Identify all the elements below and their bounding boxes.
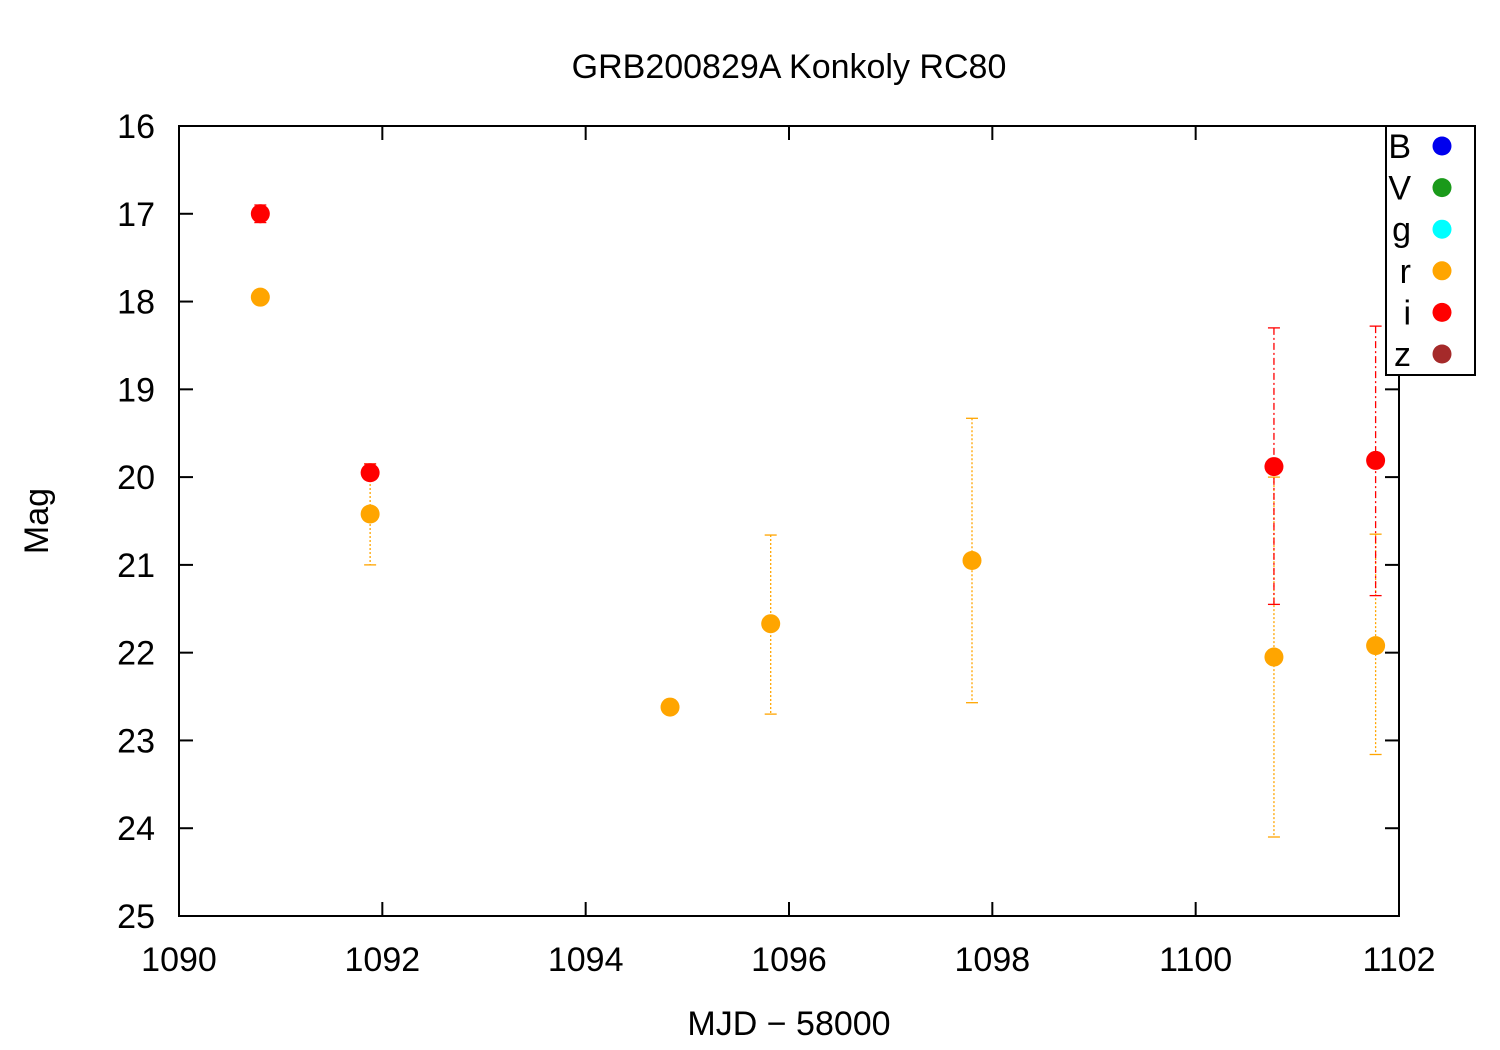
legend-marker-z xyxy=(1432,344,1452,364)
legend-marker-g xyxy=(1432,219,1452,239)
legend-label-V: V xyxy=(1388,170,1411,208)
legend-label-i: i xyxy=(1403,294,1411,332)
data-point xyxy=(250,204,270,224)
y-tick-label: 21 xyxy=(117,547,155,585)
y-tick-label: 20 xyxy=(117,459,155,497)
x-axis-title: MJD − 58000 xyxy=(687,1005,890,1043)
legend-label-g: g xyxy=(1392,211,1411,249)
legend-label-B: B xyxy=(1388,128,1411,166)
legend-box xyxy=(1385,125,1476,376)
x-tick-label: 1098 xyxy=(955,941,1031,979)
legend-marker-B xyxy=(1432,136,1452,156)
data-series xyxy=(250,204,1386,838)
data-point xyxy=(1264,647,1284,667)
y-tick-label: 25 xyxy=(117,898,155,936)
chart-title: GRB200829A Konkoly RC80 xyxy=(572,48,1007,86)
y-tick-label: 22 xyxy=(117,635,155,673)
data-point xyxy=(1264,457,1284,477)
plot-frame xyxy=(178,125,1400,917)
y-tick-label: 17 xyxy=(117,196,155,234)
series-i xyxy=(250,204,1386,606)
y-tick-label: 18 xyxy=(117,284,155,322)
x-tick-label: 1092 xyxy=(345,941,421,979)
legend-marker-i xyxy=(1432,302,1452,322)
y-tick-label: 19 xyxy=(117,371,155,409)
data-point xyxy=(962,551,982,570)
data-point xyxy=(360,463,380,483)
legend-marker-V xyxy=(1432,178,1452,198)
y-axis-ticks: 16 17 18 19 20 21 22 23 24 25 xyxy=(117,108,1399,936)
x-tick-label: 1100 xyxy=(1159,941,1232,979)
x-tick-label: 1090 xyxy=(141,941,217,979)
data-point xyxy=(1366,450,1386,470)
y-axis-title: Mag xyxy=(18,488,56,554)
data-point xyxy=(761,614,781,634)
x-tick-label: 1094 xyxy=(548,941,624,979)
y-tick-label: 23 xyxy=(117,722,155,760)
x-axis-ticks: 1090 1092 1094 1096 1098 1100 1102 xyxy=(141,126,1436,979)
legend-label-r: r xyxy=(1400,253,1411,291)
data-point xyxy=(250,287,270,307)
y-tick-label: 16 xyxy=(117,108,155,146)
data-point xyxy=(360,504,380,524)
x-tick-label: 1102 xyxy=(1362,941,1435,979)
legend-label-z: z xyxy=(1394,336,1411,374)
legend-marker-r xyxy=(1432,261,1452,281)
data-point xyxy=(660,697,680,717)
y-tick-label: 24 xyxy=(117,810,155,848)
data-point xyxy=(1366,636,1386,656)
x-tick-label: 1096 xyxy=(751,941,827,979)
